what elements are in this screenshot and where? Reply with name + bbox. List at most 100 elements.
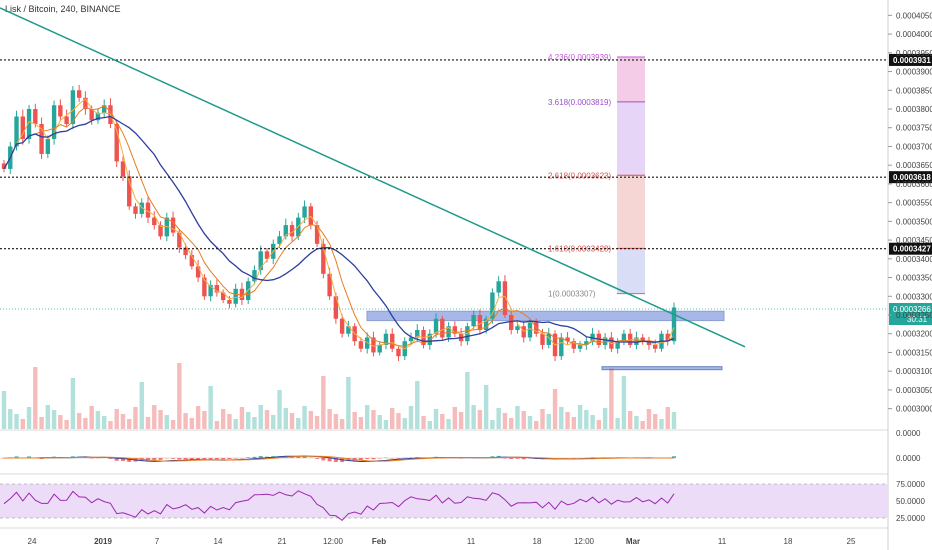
volume-bar	[552, 389, 558, 429]
candle-body	[89, 109, 94, 121]
volume-bar	[227, 414, 232, 429]
volume-bar	[471, 405, 476, 429]
candle-body	[58, 105, 63, 117]
time-tick-label: 18	[784, 537, 793, 546]
volume-bar	[202, 411, 207, 429]
volume-bar	[89, 406, 94, 429]
volume-bar	[83, 418, 88, 429]
time-tick-label: 2019	[94, 537, 112, 546]
time-tick-label: Feb	[372, 537, 386, 546]
candle-body	[195, 266, 201, 278]
price-tick-label: 0.0003200	[896, 330, 932, 339]
macd-histogram-bar	[502, 458, 507, 459]
time-axis[interactable]: 24 2019 7 14 21 12:00 Feb 11 18 12:00 Mar 11 18 25	[28, 537, 856, 546]
macd-histogram-bar	[189, 458, 194, 460]
macd-histogram-bar	[252, 456, 257, 458]
volume-bar	[615, 418, 620, 429]
volume-bar	[302, 406, 307, 429]
fib-extension[interactable]: 4.236(0.0003939) 3.618(0.0003819) 2.618(0.…	[548, 53, 645, 299]
candle-body	[252, 270, 257, 282]
macd-histogram-bar	[365, 458, 370, 459]
candle-body	[615, 341, 620, 349]
volume-bar	[95, 411, 101, 429]
volume-bar	[76, 413, 82, 429]
candle-body	[496, 281, 501, 293]
candle-body	[565, 337, 570, 342]
candle-body	[76, 90, 82, 98]
candle-body	[433, 318, 439, 334]
candle-body	[396, 348, 401, 357]
candle-body	[202, 277, 207, 297]
price-tick-label: 0.0003650	[896, 161, 932, 170]
macd-histogram-bar	[327, 458, 332, 462]
volume-bar	[45, 405, 51, 429]
macd-histogram-bar	[39, 458, 44, 460]
candle-body	[64, 116, 69, 124]
candle-body	[39, 123, 44, 154]
candle-body	[427, 333, 432, 345]
candle-body	[415, 329, 420, 338]
volume-bar	[371, 410, 376, 429]
volume-bar	[653, 414, 658, 429]
macd-histogram-bar	[158, 458, 163, 460]
candle-body	[189, 255, 195, 267]
volume-bars	[1, 363, 677, 429]
candle-body	[95, 112, 101, 121]
volume-bar	[396, 413, 401, 429]
volume-bar	[339, 419, 345, 429]
volume-bar	[540, 409, 545, 429]
volume-bar	[152, 405, 157, 429]
candle-body	[358, 341, 364, 349]
macd-histogram-bar	[358, 458, 363, 461]
countdown-label: 30:31	[907, 315, 928, 324]
price-tick-label: 0.0003150	[896, 348, 932, 357]
price-tick-label: 0.0003400	[896, 255, 932, 264]
volume-bar	[145, 417, 151, 429]
volume-bar	[377, 415, 382, 429]
macd-tick-label: 0.0000	[896, 429, 921, 438]
volume-bar	[571, 417, 577, 429]
macd-histogram-bar	[321, 458, 326, 461]
macd-histogram-bar	[396, 458, 401, 459]
price-axis[interactable]: 0.0004050 0.0004000 0.0003950 0.0003900 0.00…	[888, 11, 932, 414]
volume-bar	[208, 386, 213, 429]
macd-histogram-bar	[258, 455, 263, 458]
macd-histogram-bar	[152, 458, 157, 461]
volume-bar	[327, 409, 332, 429]
candle-body	[408, 337, 414, 342]
candle-body	[170, 217, 176, 233]
volume-bar	[602, 408, 608, 429]
macd-signal-line	[4, 455, 674, 462]
time-tick-label: 21	[278, 537, 287, 546]
rsi-tick-label: 75.0000	[896, 480, 925, 489]
support-zone-upper	[366, 310, 725, 322]
fib-band	[617, 175, 645, 249]
horizontal-levels[interactable]: 0.0003931 0.0003618 0.0003427	[0, 53, 932, 255]
fib-level-label: 4.236(0.0003939)	[548, 53, 612, 62]
rsi-tick-label: 25.0000	[896, 514, 925, 523]
volume-bar	[214, 421, 220, 429]
candle-body	[208, 285, 213, 297]
candle-body	[327, 273, 332, 297]
moving-average-line	[3, 98, 675, 350]
trendline[interactable]	[0, 7, 746, 348]
candle-body	[333, 296, 339, 319]
macd-histogram-bar	[346, 458, 351, 461]
candle-body	[540, 333, 545, 345]
volume-bar	[51, 410, 57, 429]
volume-bar	[133, 407, 138, 429]
candle-body	[508, 315, 514, 330]
candle-body	[364, 337, 370, 349]
candle-body	[377, 344, 382, 353]
volume-bar	[139, 382, 144, 429]
candle-body	[665, 333, 670, 342]
fib-band	[617, 248, 645, 294]
macd-histogram-bar	[202, 458, 207, 461]
candle-body	[120, 161, 126, 177]
macd-histogram-bar	[515, 458, 520, 459]
candle-body	[26, 109, 32, 139]
candle-body	[621, 333, 627, 342]
support-zones[interactable]	[366, 310, 725, 371]
